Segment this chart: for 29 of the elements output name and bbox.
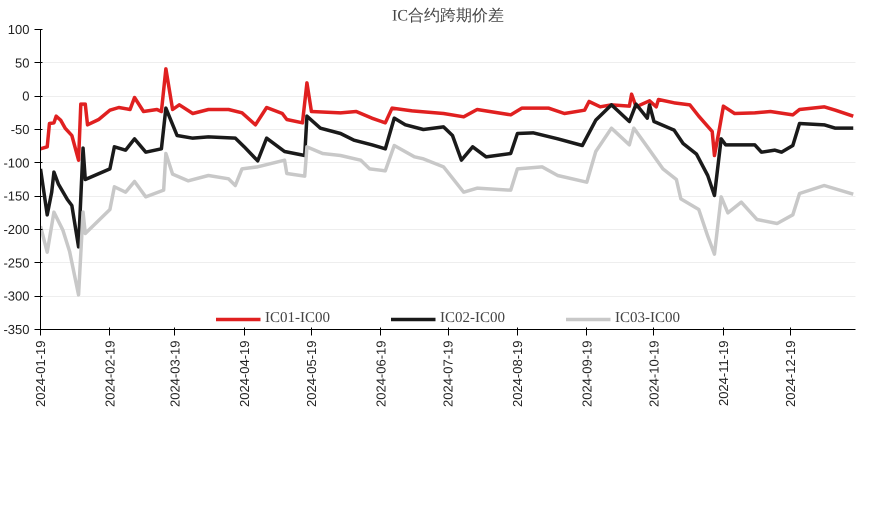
line-series: [40, 67, 856, 162]
y-tick-label: -200: [3, 222, 30, 237]
x-tick-label: 2024-03-19: [167, 340, 182, 407]
x-tick-label: 2024-06-19: [373, 340, 388, 407]
y-tick-label: 100: [8, 22, 30, 37]
x-tick-label: 2024-01-19: [33, 340, 48, 407]
line-series: [40, 102, 856, 249]
y-tick-label: -300: [3, 288, 30, 304]
line-series: [40, 126, 856, 297]
y-tick-label: -350: [3, 322, 30, 337]
x-tick-label: 2024-12-19: [783, 340, 798, 407]
x-tick-label: 2024-05-19: [304, 340, 319, 407]
x-tick-label: 2024-02-19: [102, 340, 118, 407]
chart-title: IC合约跨期价差: [392, 6, 504, 24]
legend-label: IC01-IC00: [265, 310, 330, 327]
x-tick-label: 2024-04-19: [236, 340, 252, 407]
legend-label: IC02-IC00: [440, 310, 505, 327]
y-tick-label: 50: [15, 55, 30, 70]
y-tick-label: -150: [3, 188, 30, 204]
x-tick-label: 2024-11-19: [716, 340, 731, 406]
y-tick-label: -100: [3, 155, 30, 170]
legend-label: IC03-IC00: [615, 310, 680, 327]
y-tick-label: -50: [10, 122, 30, 137]
x-tick-label: 2024-07-19: [440, 340, 456, 407]
x-tick-label: 2024-08-19: [510, 340, 525, 407]
y-tick-label: -250: [3, 255, 30, 270]
y-tick-label: 0: [22, 88, 30, 104]
x-tick-label: 2024-09-19: [579, 340, 594, 407]
x-tick-label: 2024-10-19: [646, 340, 662, 407]
